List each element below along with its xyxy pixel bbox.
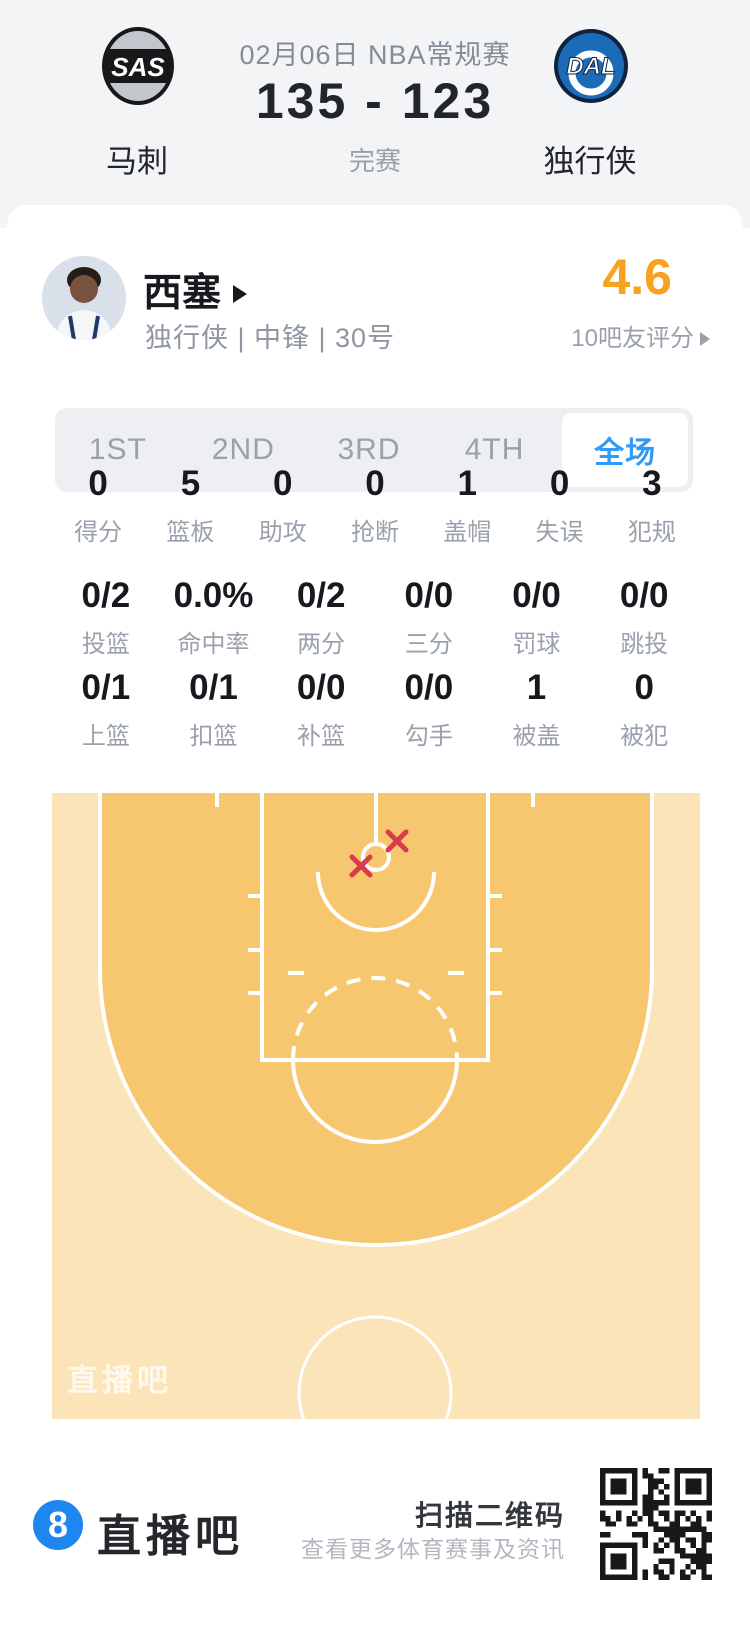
stat-dunk: 0/1 扣篮: [189, 668, 238, 750]
stat-assists: 0 助攻: [258, 464, 307, 546]
team-away: DAL 独行侠: [505, 0, 675, 180]
svg-text:SAS: SAS: [111, 52, 165, 82]
caret-right-icon: [700, 332, 710, 346]
stat-tipin: 0/0 补篮: [296, 668, 346, 750]
tab-4th[interactable]: 4TH: [464, 433, 525, 466]
shot-miss-x-icon: [349, 854, 373, 878]
player-meta: 独行侠 | 中锋 | 30号: [145, 323, 396, 353]
player-rating: 4.6: [602, 249, 672, 305]
tab-2nd[interactable]: 2ND: [211, 433, 275, 466]
court-inner-floor: [100, 793, 652, 1245]
stat-points: 0 得分: [74, 464, 123, 546]
team-name-away: 独行侠: [543, 144, 637, 179]
match-date: 02月06日 NBA常规赛: [239, 40, 511, 70]
qr-title: 扫描二维码: [414, 1500, 565, 1531]
stat-ft: 0/0 罚球: [512, 576, 561, 658]
match-score: 135 - 123: [255, 73, 495, 129]
match-status: 完赛: [348, 146, 401, 176]
player-avatar: [42, 256, 126, 340]
court-watermark: 直播吧: [67, 1363, 172, 1398]
tab-3rd[interactable]: 3RD: [337, 433, 401, 466]
court-lines: [98, 793, 654, 1419]
stat-blocked: 1 被盖: [512, 668, 561, 750]
stat-steals: 0 抢断: [350, 464, 399, 546]
stat-rebounds: 5 篮板: [166, 464, 215, 546]
tab-full-game[interactable]: 全场: [562, 413, 688, 487]
stats-row-shot-types: 0/1 上篮 0/1 扣篮 0/0 补篮 0/0 勾手 1 被盖 0 被犯: [52, 666, 698, 751]
stats-row-basic: 0 得分 5 篮板 0 助攻 0 抢断 1 盖帽 0 失误 3 犯规: [52, 462, 698, 547]
team-home: SAS 马刺: [52, 0, 222, 180]
shot-markers: [349, 829, 409, 878]
stat-blocks: 1 盖帽: [443, 464, 492, 546]
svg-text:DAL: DAL: [566, 53, 615, 80]
rating-label[interactable]: 10吧友评分: [571, 318, 710, 353]
quarter-tabs: 1ST 2ND 3RD 4TH 全场: [55, 408, 693, 492]
stat-layup: 0/1 上篮: [81, 668, 131, 750]
footer-brand: 直播吧: [97, 1512, 244, 1561]
team-name-home: 马刺: [106, 144, 168, 179]
qr-subtitle: 查看更多体育赛事及资讯: [301, 1536, 565, 1562]
stat-jumpshot: 0/0 跳投: [619, 576, 669, 658]
stat-3pt: 0/0 三分: [404, 576, 454, 658]
stat-hook: 0/0 勾手: [404, 668, 454, 750]
stat-fouled: 0 被犯: [620, 668, 669, 750]
qr-code-icon: [600, 1468, 712, 1580]
stat-turnovers: 0 失误: [535, 464, 584, 546]
zhibo8-logo-icon: 8: [33, 1500, 83, 1550]
tab-1st[interactable]: 1ST: [88, 433, 147, 466]
stats-row-shooting: 0/2 投篮 0.0% 命中率 0/2 两分 0/0 三分 0/0 罚球 0/0 跳投: [52, 574, 698, 659]
caret-right-icon: [233, 285, 248, 303]
stat-fg: 0/2 投篮: [81, 576, 131, 658]
team-logo-sas-icon: SAS: [99, 26, 177, 106]
shot-chart-court: [52, 793, 700, 1419]
stat-fouls: 3 犯规: [627, 464, 676, 546]
shot-miss-x-icon: [385, 829, 409, 853]
stat-2pt: 0/2 两分: [296, 576, 346, 658]
player-name[interactable]: 西塞: [143, 262, 248, 318]
team-logo-dal-icon: DAL: [552, 26, 630, 106]
stat-fg-pct: 0.0% 命中率: [173, 576, 254, 658]
match-header: 02月06日 NBA常规赛 135 - 123 完赛 SAS 马刺 DAL: [0, 0, 750, 228]
